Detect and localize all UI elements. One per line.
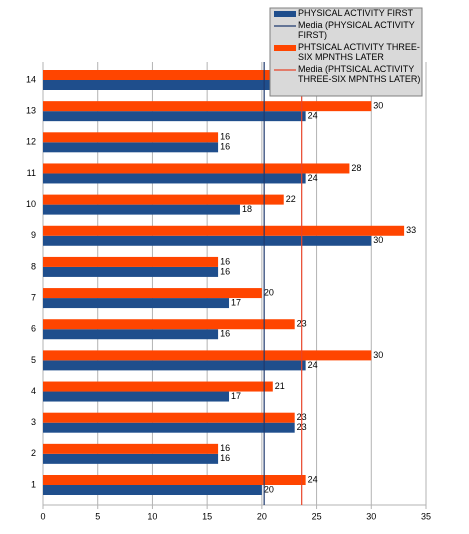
bar [43, 475, 306, 485]
bar [43, 288, 262, 299]
x-tick-label: 5 [95, 511, 100, 521]
bar [43, 204, 240, 215]
bar [43, 360, 306, 371]
bar [43, 235, 372, 246]
value-label: 30 [373, 350, 383, 360]
bar [43, 381, 273, 392]
value-label: 33 [406, 225, 416, 235]
bar [43, 485, 262, 495]
legend-swatch [274, 11, 296, 17]
y-tick-label: 10 [26, 199, 36, 209]
x-tick-label: 20 [257, 511, 267, 521]
value-label: 28 [351, 163, 361, 173]
bar [43, 173, 306, 184]
y-tick-label: 11 [27, 168, 36, 178]
value-label: 16 [220, 256, 230, 266]
bar [43, 111, 306, 122]
value-label: 16 [220, 329, 230, 339]
legend-box [269, 7, 423, 97]
y-tick-label: 2 [31, 448, 36, 458]
y-tick-label: 13 [26, 106, 36, 116]
legend: PHYSICAL ACTIVITY FIRST Media (PHYSICAL A… [269, 7, 423, 97]
x-tick-label: 25 [312, 511, 322, 521]
value-label: 30 [373, 101, 383, 111]
value-label: 17 [231, 297, 241, 307]
bar [43, 80, 284, 90]
value-label: 24 [308, 474, 318, 484]
x-tick-label: 0 [40, 511, 45, 521]
y-tick-label: 8 [31, 261, 36, 271]
value-label: 17 [231, 391, 241, 401]
bar [43, 132, 219, 143]
value-label: 24 [308, 111, 318, 121]
bar [43, 329, 219, 340]
value-label: 16 [220, 266, 230, 276]
bar [43, 256, 219, 267]
legend-label-box: PHTSICAL ACTIVITY THREE-SIX MPNTHS LATER [298, 42, 420, 62]
bar [43, 412, 295, 423]
bar [43, 142, 219, 153]
value-label: 20 [264, 287, 274, 297]
x-tick-label: 15 [202, 511, 212, 521]
legend-label: PHYSICAL ACTIVITY FIRST [298, 8, 414, 18]
value-label: 16 [220, 443, 230, 453]
value-label: 16 [220, 453, 230, 463]
legend-swatch [274, 45, 296, 51]
y-tick-label: 6 [31, 324, 36, 334]
value-label: 22 [286, 194, 296, 204]
bar [43, 453, 219, 464]
legend-label-box: Media (PHYSICAL ACTIVITY FIRST) [298, 20, 415, 40]
bar [43, 266, 219, 277]
legend-label-box: PHYSICAL ACTIVITY FIRST [298, 8, 414, 18]
legend-label: PHTSICAL ACTIVITY THREE-SIX MPNTHS LATER [298, 42, 420, 62]
legend-label-box: Media (PHTSICAL ACTIVITY THREE-SIX MPNTH… [298, 64, 421, 84]
value-label: 21 [275, 381, 285, 391]
y-tick-label: 14 [26, 74, 36, 84]
legend-label: Media (PHTSICAL ACTIVITY THREE-SIX MPNTH… [298, 64, 421, 84]
bar [43, 70, 361, 80]
y-tick-label: 1 [31, 479, 36, 489]
bar [43, 391, 230, 402]
legend-label: Media (PHYSICAL ACTIVITY FIRST) [298, 20, 415, 40]
bar [43, 422, 295, 433]
bar [43, 350, 372, 361]
y-tick-label: 12 [26, 137, 36, 147]
value-label: 16 [220, 132, 230, 142]
x-tick-label: 10 [147, 511, 157, 521]
bar [43, 163, 350, 174]
bar [43, 194, 284, 205]
x-tick-label: 35 [421, 511, 431, 521]
y-tick-label: 3 [31, 417, 36, 427]
value-label: 18 [242, 204, 252, 214]
y-tick-label: 5 [31, 355, 36, 365]
value-label: 24 [308, 360, 318, 370]
bar [43, 225, 405, 236]
value-label: 30 [373, 235, 383, 245]
bar [43, 443, 219, 454]
y-tick-label: 7 [31, 292, 36, 302]
bar [43, 319, 295, 330]
y-tick-label: 4 [31, 386, 36, 396]
value-label: 24 [308, 173, 318, 183]
bar [43, 101, 372, 112]
value-label: 20 [264, 484, 274, 494]
bar [43, 298, 230, 309]
x-tick-label: 30 [366, 511, 376, 521]
value-label: 16 [220, 142, 230, 152]
y-tick-label: 9 [31, 230, 36, 240]
